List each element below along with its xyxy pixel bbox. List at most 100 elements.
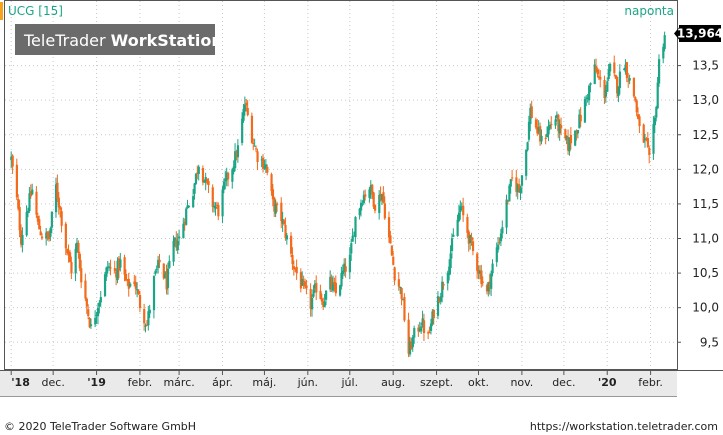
candle (173, 237, 177, 247)
candle (428, 326, 431, 334)
candle (117, 256, 121, 279)
candle-body (544, 137, 547, 139)
candle (656, 76, 659, 110)
candle (471, 237, 475, 256)
candle-body (85, 298, 88, 307)
candle-body (491, 263, 494, 274)
x-tick-label: márc. (163, 376, 194, 389)
brand-logo-bg (15, 24, 215, 55)
candle (304, 278, 307, 289)
candle (362, 190, 365, 205)
candle-body (427, 332, 430, 334)
candle (273, 196, 276, 218)
candle (109, 259, 112, 276)
candle (530, 100, 533, 119)
brand-logo-bold: WorkStation (111, 31, 223, 50)
candle (204, 172, 207, 191)
candle-body (113, 268, 116, 272)
candle-body (290, 235, 293, 254)
candle-body (616, 77, 619, 94)
candle (501, 220, 504, 239)
candle (387, 211, 391, 243)
candle-body (89, 324, 93, 326)
candle-body (392, 256, 395, 265)
candle (450, 233, 454, 259)
candle (343, 258, 346, 277)
candle-body (548, 124, 552, 129)
candle-body (183, 221, 186, 224)
candle (554, 115, 557, 129)
candle-body (280, 202, 283, 222)
candle-body (397, 279, 400, 287)
candle (183, 218, 186, 231)
candle (407, 312, 410, 358)
candle (466, 213, 469, 239)
candle-body (166, 268, 170, 288)
candle-body (25, 212, 28, 236)
candle (207, 178, 210, 194)
candle-body (255, 148, 258, 150)
candle-body (271, 189, 275, 200)
candle (36, 212, 39, 225)
symbol-label[interactable]: UCG [15] (8, 4, 63, 18)
candle (17, 194, 20, 211)
candle (569, 127, 573, 150)
candle (95, 311, 98, 324)
candle (373, 204, 377, 214)
candle (607, 63, 610, 82)
candle (364, 189, 367, 201)
x-tick-label: okt. (468, 376, 489, 389)
candle-body (436, 296, 440, 316)
candle-body (302, 281, 305, 283)
footer-url-link[interactable]: https://workstation.teletrader.com (530, 420, 718, 433)
candle (491, 259, 494, 277)
candle (625, 61, 629, 83)
accent-bar-icon (0, 2, 3, 20)
candle (417, 324, 420, 337)
candle (322, 297, 325, 311)
candle-body (520, 175, 524, 186)
candle-body (446, 272, 449, 284)
candle-body (617, 86, 620, 97)
candle (31, 183, 34, 196)
candle (432, 308, 435, 325)
candle (456, 214, 459, 237)
candle (411, 334, 414, 352)
candle-body (134, 282, 137, 289)
candle-body (488, 281, 491, 288)
candle (164, 271, 167, 279)
candle-body (537, 127, 540, 131)
candle (214, 202, 217, 216)
candle (106, 260, 109, 274)
candle (284, 217, 287, 241)
candle-body (334, 282, 338, 294)
candle-body (471, 241, 475, 252)
candle-body (281, 219, 284, 224)
y-tick-label: 10,0 (692, 301, 719, 315)
candle-body (143, 309, 146, 324)
candle (18, 199, 21, 238)
candle (448, 259, 451, 281)
candle (623, 67, 626, 71)
candle (222, 178, 226, 194)
candle-body (460, 206, 463, 208)
candle-body (644, 138, 647, 141)
candle (206, 178, 209, 185)
candle-body (655, 107, 658, 118)
candle-body (498, 242, 501, 244)
candle-body (319, 290, 322, 299)
candle (490, 270, 493, 297)
candle-body (88, 317, 91, 328)
candle-body (658, 59, 661, 84)
candle (379, 186, 382, 202)
candle (480, 264, 483, 288)
candle (103, 272, 107, 298)
candle (560, 117, 563, 136)
candle-body (574, 130, 577, 146)
candle (332, 275, 335, 293)
candle-body (609, 63, 612, 72)
period-label[interactable]: naponta (624, 4, 674, 18)
candle-body (547, 126, 550, 134)
candle (56, 174, 59, 203)
